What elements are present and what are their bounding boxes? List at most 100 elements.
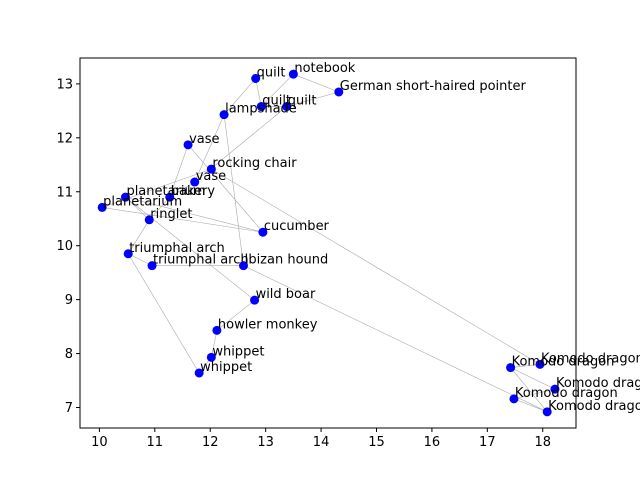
edge-line [293,73,339,93]
data-point [206,352,216,362]
point-label: quilt [257,65,286,80]
y-tick-label: 11 [56,185,73,200]
edge-line [169,181,195,198]
edge-line [510,367,548,413]
edge-line [187,144,264,233]
point-label: quilt [288,94,317,109]
point-label: triumphal arch [153,253,249,268]
points-layer [97,69,560,417]
x-tick-label: 12 [202,435,219,450]
point-label: rocking chair [212,156,297,171]
edge-line [169,144,189,198]
x-tick-label: 13 [257,435,274,450]
y-axis-ticks: 7 8 9 10 11 12 13 [56,77,80,416]
edge-line [510,367,556,390]
data-point [258,227,268,237]
y-tick-label: 7 [65,401,73,416]
data-point [334,87,344,97]
data-point [251,73,261,83]
edge-line [125,196,263,233]
data-point [550,384,560,394]
point-label: Ibizan hound [244,253,328,268]
edge-line [255,78,262,107]
edge-line [513,388,556,400]
point-label: howler monkey [218,317,318,332]
edge-line [513,398,548,413]
data-point [542,407,552,417]
y-tick-label: 8 [65,347,73,362]
data-point [165,192,175,202]
point-label: lampshade [225,102,297,117]
x-tick-label: 10 [91,435,108,450]
edge-line [243,265,548,413]
point-label: planetarium [126,184,205,199]
edge-line [125,196,150,221]
data-point [219,110,229,120]
point-label: vase [196,169,226,184]
data-point [238,261,248,271]
x-tick-label: 17 [479,435,496,450]
data-point [506,363,516,373]
edge-line [211,330,218,358]
data-point [183,140,193,150]
y-tick-label: 13 [56,77,73,92]
point-label: Komodo dragon [556,376,640,391]
data-point [212,325,222,335]
edge-line [102,207,263,233]
point-label: triumphal arch [129,241,225,256]
edge-line [149,196,171,221]
point-label: quilt [262,94,291,109]
point-label: notebook [294,61,355,76]
edge-line [127,219,150,254]
point-label: Komodo dragon [548,399,640,414]
point-labels-layer: notebook quilt German short-haired pointer… [103,61,640,414]
point-label: vase [189,132,219,147]
y-tick-label: 12 [56,131,73,146]
point-label: Komodo dragon [515,386,618,401]
data-point [535,359,545,369]
point-label: Komodo dragon [512,355,615,370]
data-point [288,69,298,79]
y-tick-label: 10 [56,239,73,254]
edge-line [223,114,244,266]
edge-line [286,91,339,107]
edge-line [211,168,541,365]
x-tick-label: 16 [424,435,441,450]
point-label: cucumber [264,219,330,234]
data-point [147,261,157,271]
point-label: German short-haired pointer [340,79,527,94]
point-label: wild boar [256,287,316,302]
data-point [123,249,133,259]
x-tick-label: 18 [534,435,551,450]
edge-line [510,364,541,368]
y-tick-label: 9 [65,293,73,308]
data-point [190,177,200,187]
edge-line [127,253,200,374]
x-tick-label: 11 [147,435,164,450]
edges-layer [102,73,556,413]
edge-line [102,168,212,208]
x-tick-label: 15 [368,435,385,450]
edge-line [261,73,294,107]
data-point [282,102,292,112]
data-point [97,202,107,212]
x-axis-ticks: 10 11 12 13 14 15 16 17 18 [91,428,551,450]
point-label: whippet [212,344,264,359]
edge-line [223,78,256,115]
edge-line [194,114,225,183]
point-label: Komodo dragon [541,351,640,366]
data-point [250,295,260,305]
data-point [120,192,130,202]
plot-frame [79,57,577,429]
data-point [194,368,204,378]
point-label: bakery [171,184,216,199]
data-point [206,164,216,174]
point-label: planetarium [103,194,182,209]
x-tick-label: 14 [313,435,330,450]
data-point [256,102,266,112]
data-point [509,394,519,404]
edge-line [216,299,255,331]
point-label: ringlet [150,207,192,222]
